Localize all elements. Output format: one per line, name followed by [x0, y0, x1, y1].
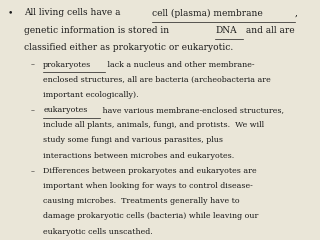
Text: prokaryotes: prokaryotes	[43, 60, 92, 69]
Text: have various membrane-enclosed structures,: have various membrane-enclosed structure…	[100, 106, 284, 114]
Text: study some fungi and various parasites, plus: study some fungi and various parasites, …	[43, 137, 223, 144]
Text: lack a nucleus and other membrane-: lack a nucleus and other membrane-	[106, 60, 255, 69]
Text: DNA: DNA	[215, 26, 236, 35]
Text: –: –	[30, 60, 35, 69]
Text: important ecologically).: important ecologically).	[43, 91, 139, 99]
Text: •: •	[8, 8, 13, 18]
Text: All living cells have a: All living cells have a	[24, 8, 124, 18]
Text: and all are: and all are	[243, 26, 294, 35]
Text: interactions between microbes and eukaryotes.: interactions between microbes and eukary…	[43, 152, 235, 160]
Text: include all plants, animals, fungi, and protists.  We will: include all plants, animals, fungi, and …	[43, 121, 264, 129]
Text: ,: ,	[295, 8, 298, 18]
Text: eukaryotic cells unscathed.: eukaryotic cells unscathed.	[43, 228, 153, 235]
Text: –: –	[30, 167, 35, 175]
Text: classified either as prokaryotic or eukaryotic.: classified either as prokaryotic or euka…	[24, 43, 233, 52]
Text: cell (plasma) membrane: cell (plasma) membrane	[152, 8, 263, 18]
Text: enclosed structures, all are bacteria (archeobacteria are: enclosed structures, all are bacteria (a…	[43, 76, 271, 84]
Text: causing microbes.  Treatments generally have to: causing microbes. Treatments generally h…	[43, 197, 240, 205]
Text: Differences between prokaryotes and eukaryotes are: Differences between prokaryotes and euka…	[43, 167, 257, 175]
Text: –: –	[30, 106, 35, 114]
Text: eukaryotes: eukaryotes	[43, 106, 88, 114]
Text: damage prokaryotic cells (bacteria) while leaving our: damage prokaryotic cells (bacteria) whil…	[43, 212, 259, 220]
Text: genetic information is stored in: genetic information is stored in	[24, 26, 172, 35]
Text: important when looking for ways to control disease-: important when looking for ways to contr…	[43, 182, 253, 190]
